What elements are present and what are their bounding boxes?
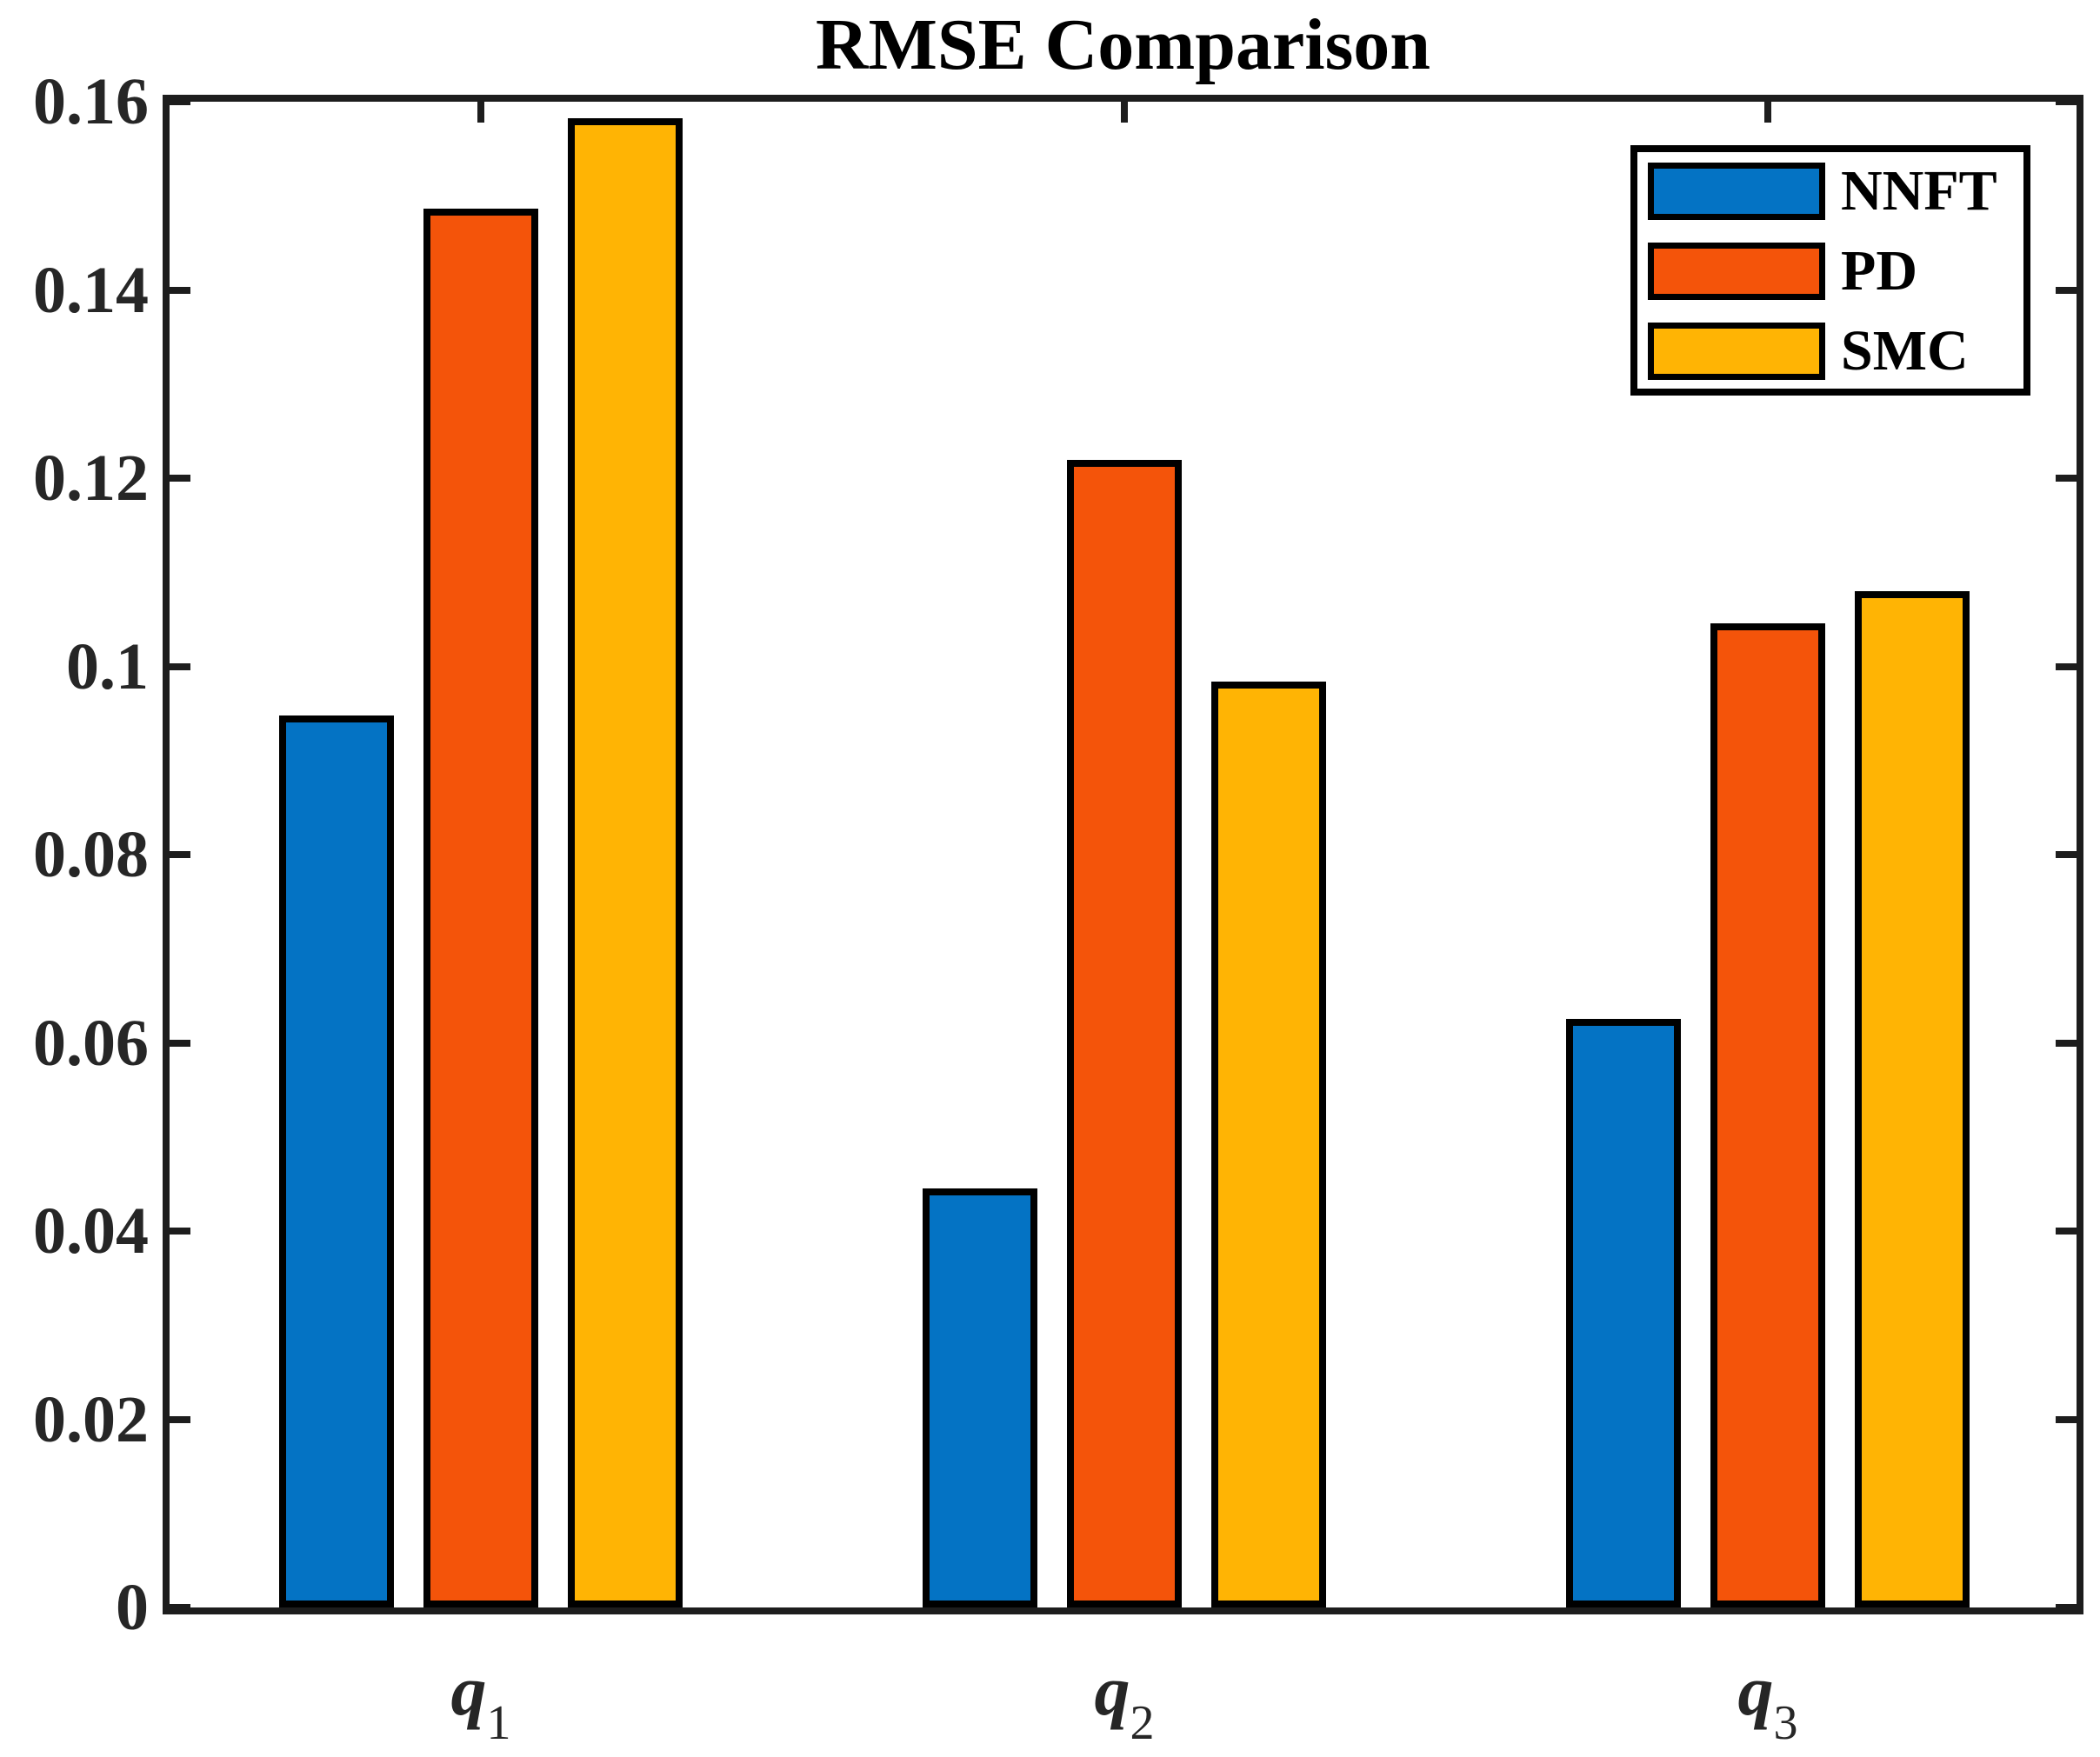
bar-pd-q1 [423,209,538,1607]
bar-smc-q2 [1211,682,1326,1607]
legend-swatch-nnft [1648,163,1825,220]
bar-smc-q3 [1855,591,1970,1607]
x-tick-mark [477,102,484,123]
bar-nnft-q1 [279,715,394,1607]
legend-label: NNFT [1841,159,1997,223]
y-tick-mark [170,851,190,858]
legend-item-pd: PD [1648,243,2023,300]
legend-item-smc: SMC [1648,323,2023,380]
category-base: q [1094,1651,1130,1730]
y-tick-label: 0.06 [33,1006,149,1080]
y-tick-mark [170,662,190,670]
y-tick-mark [2056,851,2077,858]
y-tick-label: 0.08 [33,818,149,891]
y-tick-mark [170,1039,190,1047]
y-tick-mark [2056,286,2077,294]
category-subscript: 1 [486,1696,511,1750]
legend: NNFT PD SMC [1630,145,2030,396]
y-tick-label: 0.04 [33,1195,149,1268]
bar-smc-q1 [568,118,683,1607]
category-base: q [1737,1651,1774,1730]
legend-label: PD [1841,239,1917,303]
y-tick-label: 0.14 [33,253,149,327]
plot-area [170,98,2077,1611]
y-tick-mark [170,286,190,294]
bar-nnft-q3 [1566,1019,1681,1607]
y-tick-label: 0.16 [33,65,149,138]
y-tick-mark [170,1415,190,1423]
chart-title: RMSE Comparison [815,4,1431,85]
category-base: q [450,1651,487,1730]
y-tick-label: 0.02 [33,1382,149,1456]
legend-item-nnft: NNFT [1648,163,2023,220]
y-tick-mark [170,98,190,105]
bar-nnft-q2 [923,1188,1037,1607]
y-tick-mark [2056,1604,2077,1611]
y-tick-label: 0.1 [66,629,149,703]
y-tick-mark [170,1228,190,1235]
x-tick-label-q2: q2 [985,1650,1263,1747]
y-tick-mark [2056,1415,2077,1423]
bar-pd-q2 [1067,460,1182,1607]
bar-pd-q3 [1710,623,1825,1607]
x-tick-label-q3: q3 [1629,1650,1907,1747]
category-subscript: 2 [1130,1696,1155,1750]
y-tick-mark [2056,475,2077,482]
y-tick-label: 0.12 [33,442,149,515]
legend-swatch-pd [1648,243,1825,300]
x-tick-label-q1: q1 [342,1650,620,1747]
legend-label: SMC [1841,319,1969,383]
category-subscript: 3 [1773,1696,1798,1750]
y-tick-mark [170,1604,190,1611]
y-tick-mark [170,475,190,482]
y-tick-label: 0 [116,1571,149,1644]
y-tick-mark [2056,98,2077,105]
legend-swatch-smc [1648,323,1825,380]
x-tick-mark [1764,102,1771,123]
y-tick-mark [2056,1039,2077,1047]
y-tick-mark [2056,662,2077,670]
x-tick-mark [1121,102,1128,123]
y-tick-mark [2056,1228,2077,1235]
